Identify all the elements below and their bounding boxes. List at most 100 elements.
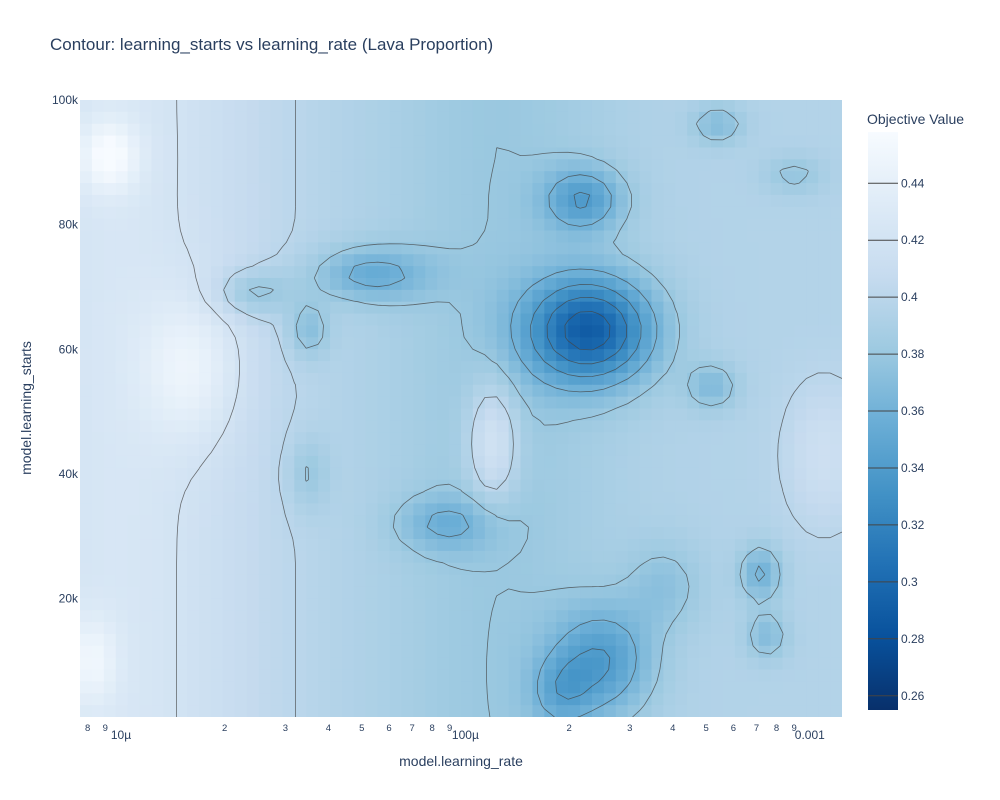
heatmap-cell [258,622,272,635]
heatmap-cell [615,693,629,706]
heatmap-cell [532,147,545,160]
heatmap-cell [711,242,724,255]
heatmap-cell [782,337,795,350]
heatmap-cell [484,681,498,694]
heatmap-cell [591,444,605,457]
heatmap-cell [568,361,581,374]
heatmap-cell [734,491,748,505]
heatmap-cell [711,681,724,694]
heatmap-cell [496,230,510,243]
heatmap-cell [722,135,736,149]
heatmap-cell [782,384,795,398]
heatmap-cell [699,598,712,611]
heatmap-cell [377,669,391,683]
heatmap-cell [532,467,545,481]
heatmap-cell [675,527,688,540]
heatmap-cell [175,372,188,386]
heatmap-cell [365,384,379,398]
heatmap-cell [139,277,153,291]
heatmap-cell [163,206,176,220]
heatmap-cell [556,123,569,137]
heatmap-cell [556,159,569,172]
heatmap-cell [413,337,426,350]
heatmap-cell [222,337,236,350]
heatmap-cell [341,396,355,410]
heatmap-cell [222,420,236,433]
heatmap-cell [151,111,164,125]
heatmap-cell [115,539,129,552]
heatmap-cell [699,100,712,113]
heatmap-cell [389,171,403,184]
heatmap-cell [568,183,581,196]
heatmap-cell [80,135,93,149]
heatmap-cell [115,396,129,410]
heatmap-cell [437,610,450,623]
heatmap-cell [770,503,784,516]
heatmap-cell [389,254,403,267]
heatmap-cell [461,384,474,398]
heatmap-cell [234,194,248,208]
heatmap-cell [806,242,819,255]
heatmap-cell [556,242,569,255]
heatmap-cell [580,135,593,149]
heatmap-cell [115,277,129,291]
heatmap-cell [520,171,534,184]
heatmap-cell [794,289,807,303]
heatmap-cell [532,384,545,398]
heatmap-cell [806,645,819,659]
heatmap-cell [306,705,319,717]
heatmap-cell [544,562,557,576]
heatmap-cell [139,420,153,433]
heatmap-cell [115,633,129,647]
heatmap-cell [353,467,367,481]
heatmap-cell [687,361,700,374]
heatmap-cell [734,123,748,137]
heatmap-cell [722,633,736,647]
heatmap-cell [163,669,176,683]
heatmap-cell [425,183,438,196]
heatmap-cell [187,622,200,635]
heatmap-cell [294,550,307,564]
heatmap-cell [508,396,522,410]
heatmap-cell [318,408,331,421]
heatmap-cell [651,194,665,208]
heatmap-cell [341,206,355,220]
heatmap-cell [734,135,748,149]
heatmap-cell [246,337,260,350]
heatmap-cell [401,218,414,232]
heatmap-cell [461,503,474,516]
heatmap-cell [687,396,700,410]
heatmap-cell [484,289,498,303]
heatmap-cell [675,254,688,267]
heatmap-cell [830,361,842,374]
heatmap-cell [163,539,176,552]
heatmap-cell [568,586,581,599]
heatmap-cell [365,396,379,410]
heatmap-cell [496,147,510,160]
heatmap-cell [461,372,474,386]
heatmap-cell [568,159,581,172]
heatmap-cell [306,384,319,398]
heatmap-cell [306,135,319,149]
heatmap-cell [306,206,319,220]
heatmap-cell [461,622,474,635]
heatmap-cell [758,254,772,267]
heatmap-cell [282,313,295,327]
heatmap-cell [115,432,129,445]
heatmap-cell [306,230,319,243]
heatmap-cell [258,372,272,386]
heatmap-cell [91,349,105,362]
heatmap-cell [722,539,736,552]
heatmap-cell [163,693,176,706]
heatmap-cell [80,705,93,717]
heatmap-cell [722,645,736,659]
heatmap-cell [675,171,688,184]
heatmap-cell [806,705,819,717]
heatmap-cell [806,467,819,481]
heatmap-cell [80,100,93,113]
heatmap-cell [234,444,248,457]
heatmap-cell [484,539,498,552]
heatmap-cell [282,301,295,315]
heatmap-cell [210,289,224,303]
heatmap-cell [91,657,105,671]
